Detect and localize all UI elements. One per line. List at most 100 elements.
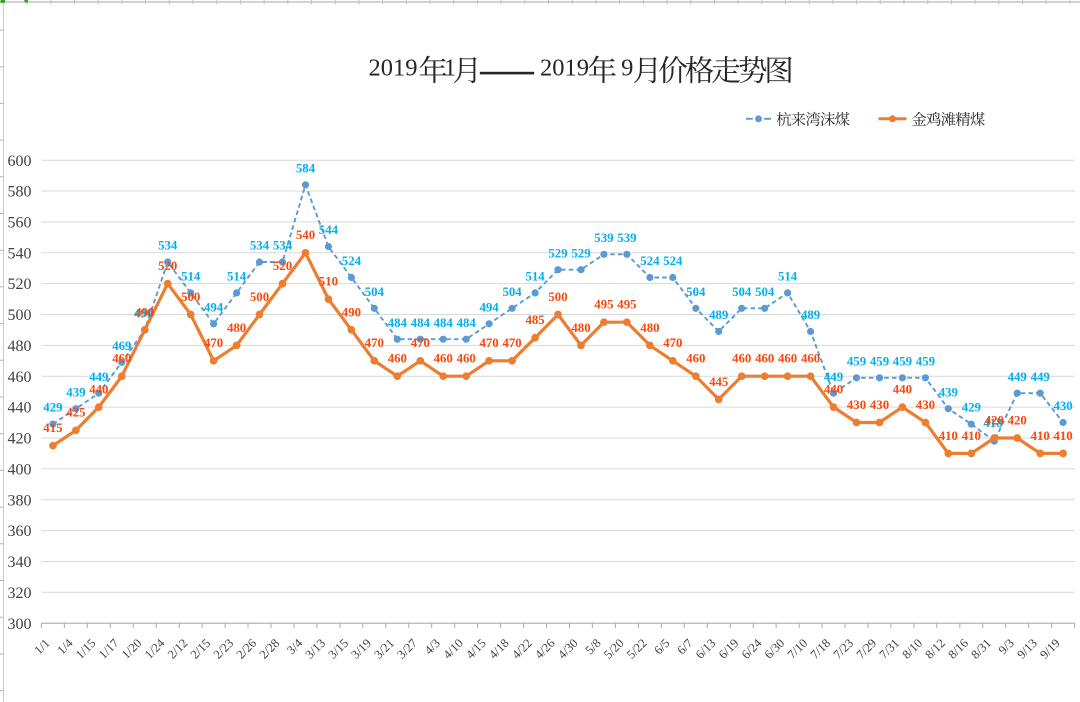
svg-text:540: 540	[8, 245, 32, 262]
svg-text:460: 460	[112, 352, 131, 366]
svg-text:520: 520	[273, 259, 292, 273]
svg-text:460: 460	[732, 352, 751, 366]
svg-text:410: 410	[962, 429, 981, 443]
svg-text:480: 480	[227, 321, 246, 335]
svg-text:500: 500	[181, 290, 200, 304]
svg-text:400: 400	[8, 462, 32, 479]
svg-text:440: 440	[8, 400, 32, 417]
svg-text:500: 500	[548, 290, 567, 304]
svg-text:410: 410	[939, 429, 958, 443]
svg-text:524: 524	[663, 254, 683, 268]
svg-text:445: 445	[709, 375, 728, 389]
svg-text:524: 524	[342, 254, 362, 268]
svg-text:484: 484	[434, 316, 454, 330]
svg-text:420: 420	[1008, 413, 1027, 427]
svg-text:504: 504	[732, 285, 752, 299]
svg-text:470: 470	[502, 336, 521, 350]
svg-text:514: 514	[227, 270, 247, 284]
svg-text:480: 480	[571, 321, 590, 335]
svg-text:524: 524	[640, 254, 660, 268]
svg-text:470: 470	[411, 336, 430, 350]
svg-text:340: 340	[8, 554, 32, 571]
svg-text:449: 449	[1008, 370, 1027, 384]
svg-text:490: 490	[134, 307, 153, 321]
svg-text:439: 439	[939, 385, 958, 399]
svg-text:460: 460	[8, 369, 32, 386]
svg-text:430: 430	[916, 398, 935, 412]
svg-text:504: 504	[365, 285, 385, 299]
svg-text:470: 470	[204, 336, 223, 350]
svg-text:514: 514	[778, 270, 798, 284]
svg-text:494: 494	[204, 300, 224, 314]
svg-text:489: 489	[801, 308, 820, 322]
svg-text:425: 425	[66, 406, 85, 420]
svg-text:459: 459	[870, 354, 889, 368]
svg-text:429: 429	[962, 401, 981, 415]
svg-text:534: 534	[250, 239, 270, 253]
svg-text:2019: 2019	[540, 55, 589, 82]
svg-text:449: 449	[89, 370, 108, 384]
svg-text:430: 430	[870, 398, 889, 412]
svg-text:484: 484	[457, 316, 477, 330]
svg-text:460: 460	[434, 352, 453, 366]
svg-text:1: 1	[444, 55, 456, 82]
svg-text:459: 459	[916, 354, 935, 368]
svg-text:490: 490	[342, 305, 361, 319]
svg-text:500: 500	[250, 290, 269, 304]
svg-text:2019: 2019	[369, 55, 418, 82]
svg-text:440: 440	[89, 383, 108, 397]
svg-text:514: 514	[181, 270, 201, 284]
svg-text:410: 410	[1031, 429, 1050, 443]
svg-text:470: 470	[365, 336, 384, 350]
svg-text:429: 429	[43, 401, 62, 415]
svg-text:580: 580	[8, 184, 32, 201]
svg-text:320: 320	[8, 585, 32, 602]
svg-text:484: 484	[388, 316, 408, 330]
svg-text:415: 415	[43, 421, 62, 435]
svg-text:410: 410	[1053, 429, 1072, 443]
svg-text:495: 495	[594, 298, 613, 312]
svg-text:484: 484	[411, 316, 431, 330]
svg-text:500: 500	[8, 307, 32, 324]
svg-text:439: 439	[66, 385, 85, 399]
svg-text:520: 520	[8, 276, 32, 293]
svg-text:600: 600	[8, 153, 32, 170]
svg-text:459: 459	[893, 354, 912, 368]
svg-text:489: 489	[709, 308, 728, 322]
svg-text:469: 469	[112, 339, 131, 353]
svg-text:460: 460	[686, 352, 705, 366]
svg-text:539: 539	[617, 231, 636, 245]
svg-text:420: 420	[985, 413, 1004, 427]
svg-text:504: 504	[502, 285, 522, 299]
svg-text:504: 504	[755, 285, 775, 299]
svg-text:470: 470	[663, 336, 682, 350]
svg-text:539: 539	[594, 231, 613, 245]
svg-text:494: 494	[479, 300, 499, 314]
svg-text:584: 584	[296, 161, 316, 175]
svg-text:460: 460	[801, 352, 820, 366]
svg-text:504: 504	[686, 285, 706, 299]
svg-text:495: 495	[617, 298, 636, 312]
svg-text:449: 449	[824, 370, 843, 384]
svg-text:514: 514	[525, 270, 545, 284]
svg-text:485: 485	[525, 313, 544, 327]
svg-text:460: 460	[755, 352, 774, 366]
svg-text:430: 430	[847, 398, 866, 412]
svg-text:480: 480	[640, 321, 659, 335]
svg-text:430: 430	[1053, 399, 1072, 413]
svg-text:440: 440	[824, 383, 843, 397]
svg-text:440: 440	[893, 383, 912, 397]
svg-text:534: 534	[158, 239, 178, 253]
svg-text:529: 529	[571, 246, 590, 260]
svg-text:540: 540	[296, 228, 315, 242]
svg-text:460: 460	[778, 352, 797, 366]
svg-text:300: 300	[8, 616, 32, 633]
svg-text:459: 459	[847, 354, 866, 368]
svg-text:560: 560	[8, 215, 32, 232]
svg-text:520: 520	[158, 259, 177, 273]
svg-text:360: 360	[8, 523, 32, 540]
svg-text:490: 490	[135, 305, 154, 319]
svg-text:9: 9	[621, 55, 633, 82]
svg-text:470: 470	[479, 336, 498, 350]
svg-text:460: 460	[457, 352, 476, 366]
